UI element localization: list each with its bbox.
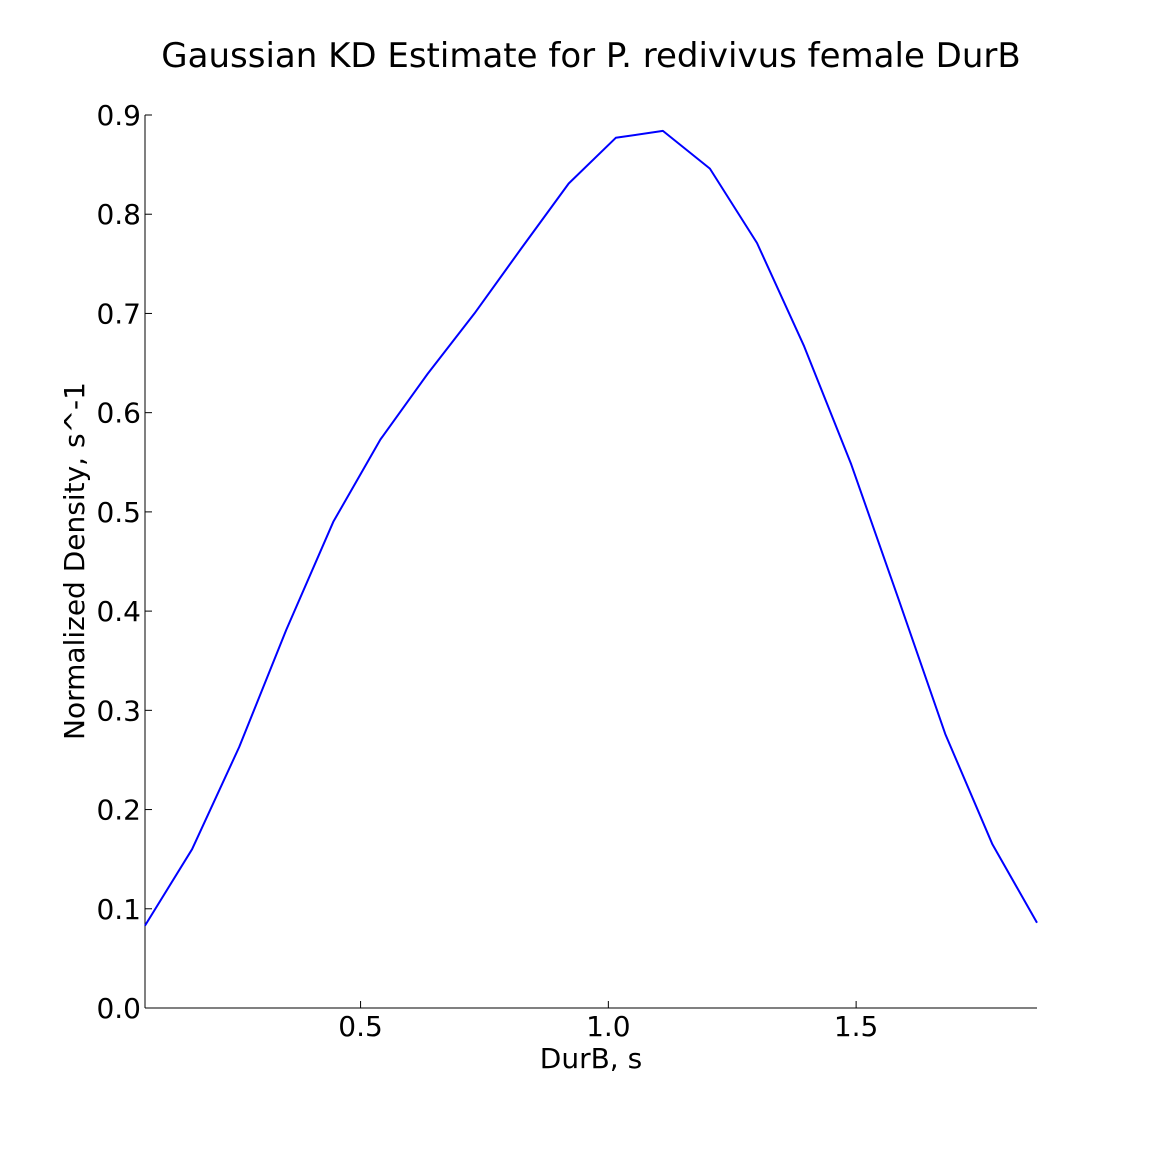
y-axis-label: Normalized Density, s^-1 bbox=[58, 382, 91, 740]
y-tick-label: 0.1 bbox=[96, 893, 141, 926]
x-ticks: 0.5 1.0 1.5 bbox=[338, 1001, 878, 1043]
chart-title: Gaussian KD Estimate for P. redivivus fe… bbox=[161, 36, 1020, 76]
density-line bbox=[144, 129, 1038, 927]
plot-area: 0.0 0.1 0.2 0.3 0.4 0.5 0.6 0.7 0.8 0.9 0.5 1.0 1.5 bbox=[96, 99, 1038, 1043]
y-tick-label: 0.4 bbox=[96, 595, 141, 628]
y-ticks: 0.0 0.1 0.2 0.3 0.4 0.5 0.6 0.7 0.8 0.9 bbox=[96, 99, 152, 1025]
x-axis-label: DurB, s bbox=[540, 1042, 642, 1075]
y-tick-label: 0.5 bbox=[96, 496, 141, 529]
y-tick-label: 0.0 bbox=[96, 992, 141, 1025]
y-tick-label: 0.3 bbox=[96, 694, 141, 727]
x-tick-label: 0.5 bbox=[338, 1010, 383, 1043]
x-tick-label: 1.0 bbox=[586, 1010, 631, 1043]
y-tick-label: 0.6 bbox=[96, 397, 141, 430]
y-tick-label: 0.7 bbox=[96, 297, 141, 330]
y-tick-label: 0.2 bbox=[96, 794, 141, 827]
y-tick-label: 0.8 bbox=[96, 198, 141, 231]
series-layer bbox=[144, 129, 1038, 927]
y-tick-label: 0.9 bbox=[96, 99, 141, 132]
x-tick-label: 1.5 bbox=[834, 1010, 879, 1043]
